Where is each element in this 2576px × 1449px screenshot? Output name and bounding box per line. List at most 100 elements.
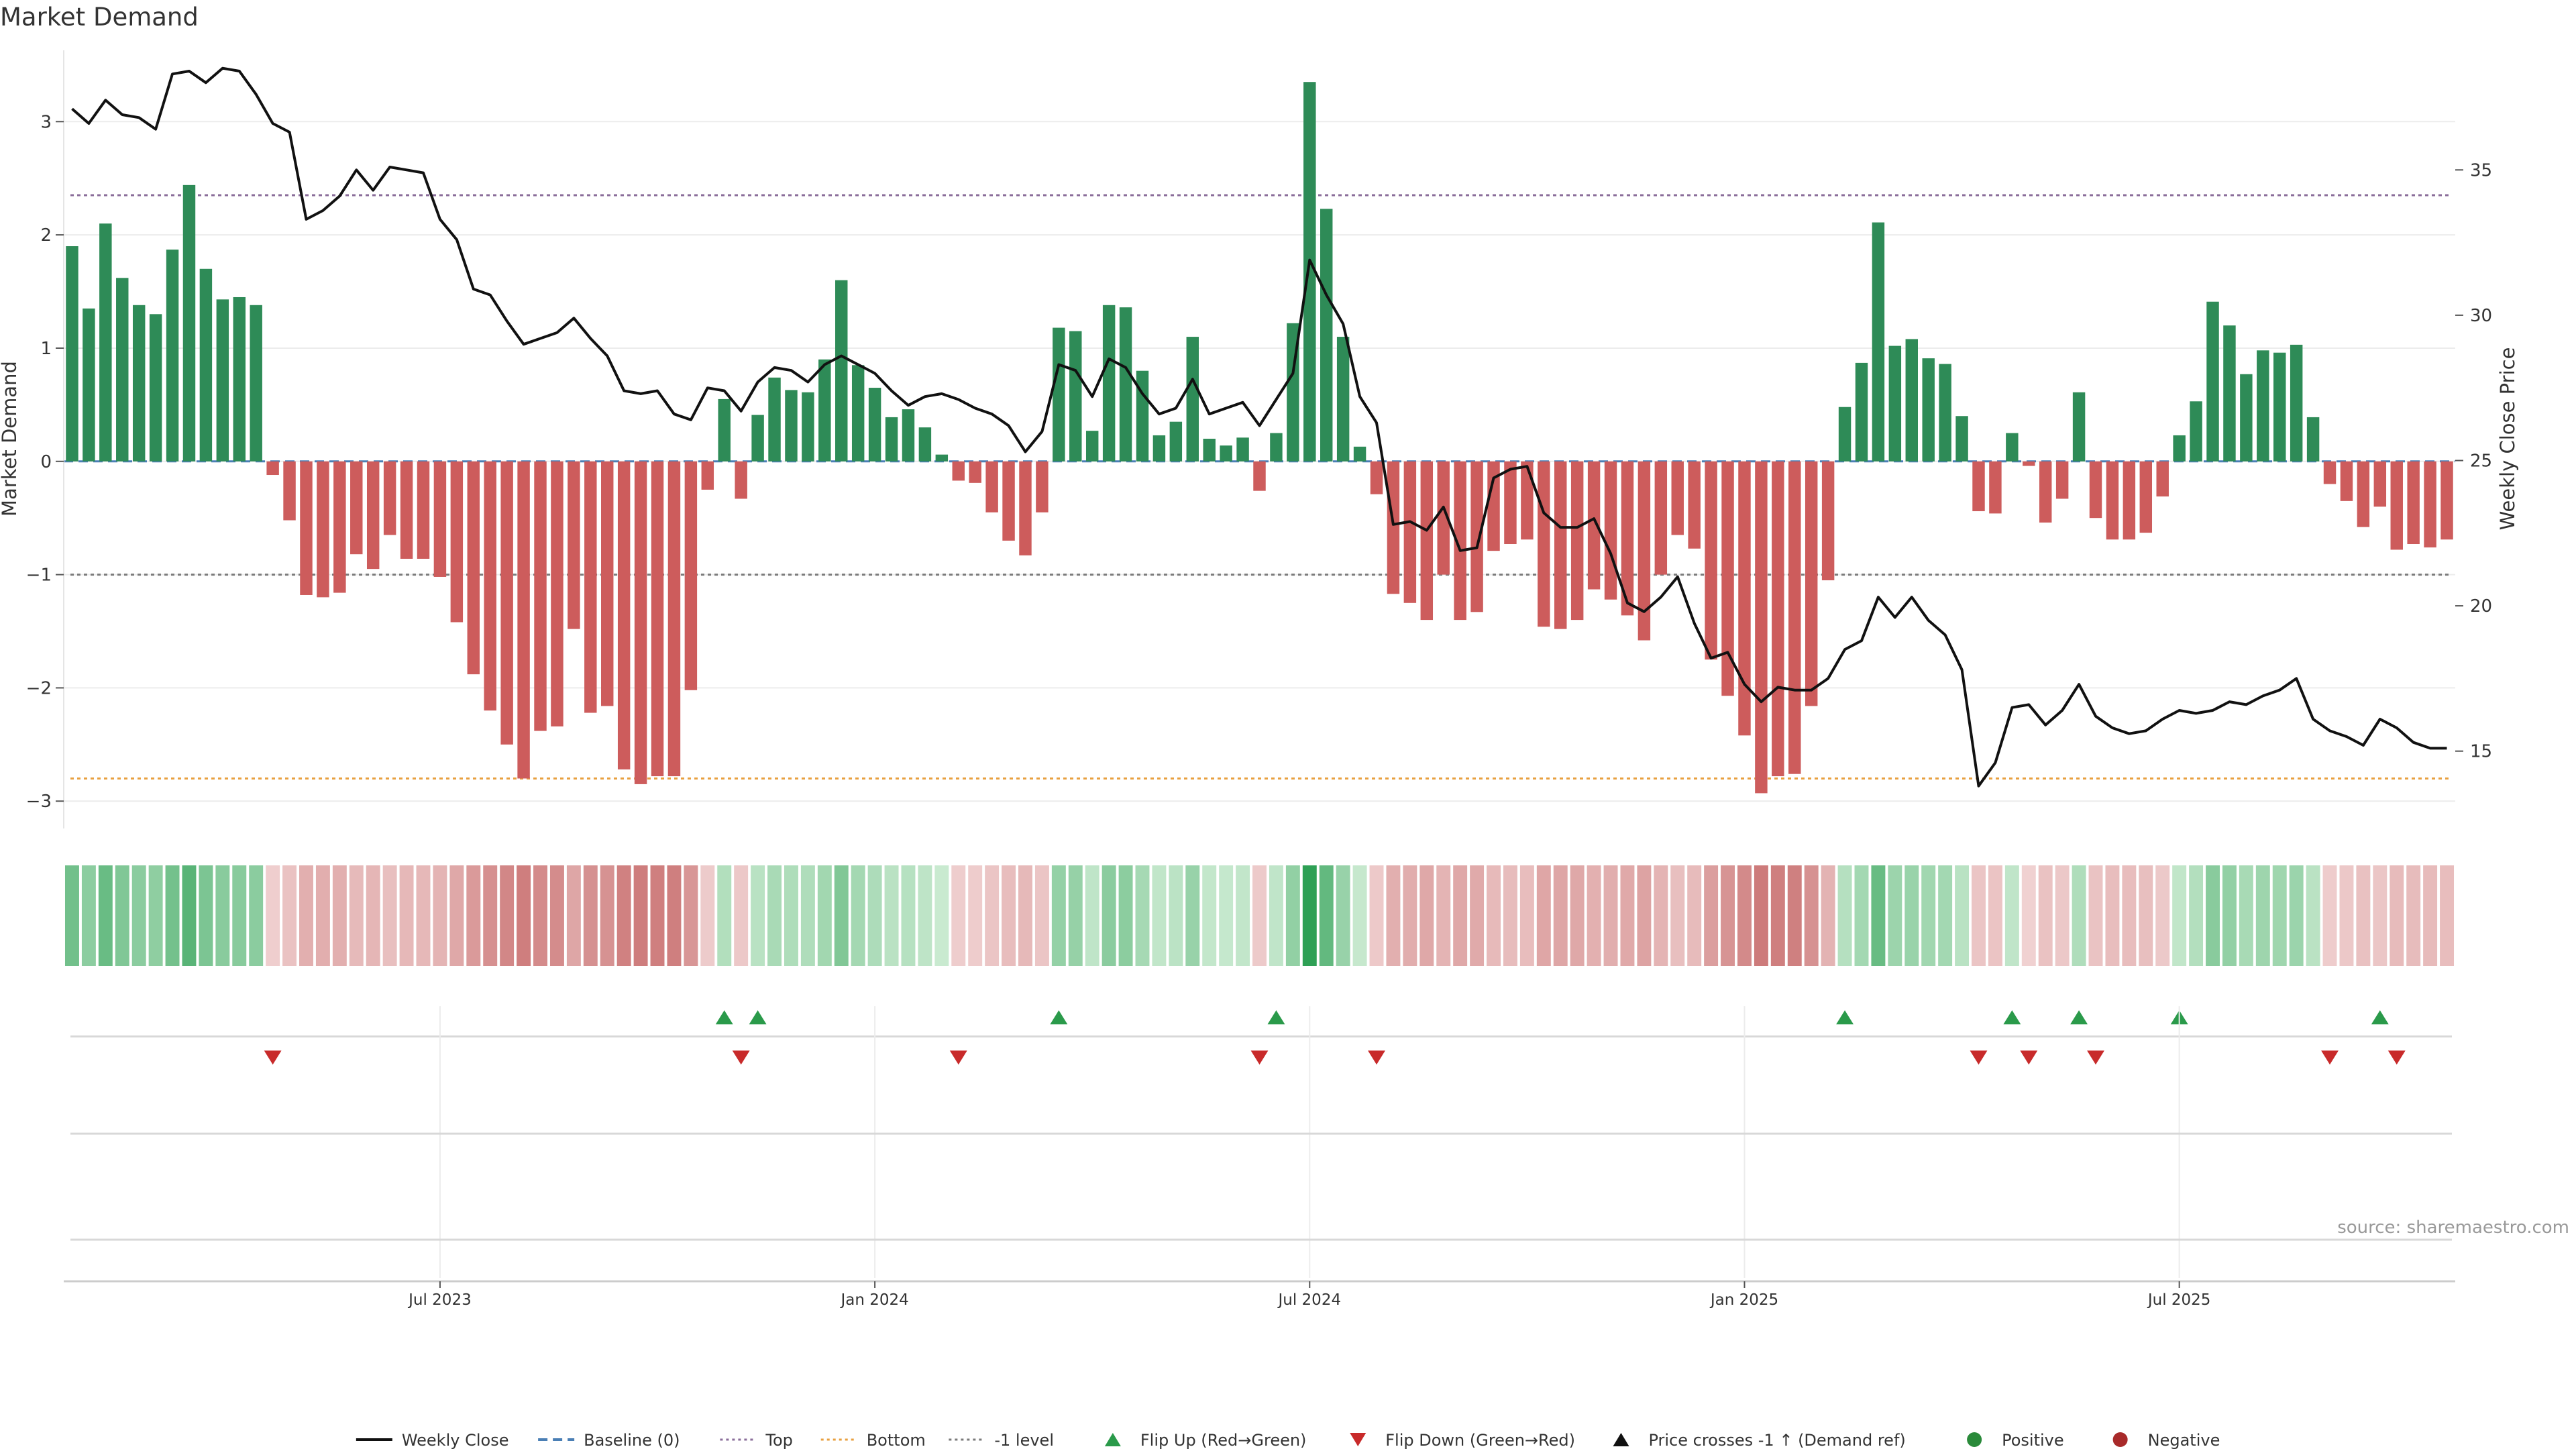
- heat-cell: [1503, 865, 1517, 966]
- heat-cell: [1553, 865, 1568, 966]
- heat-cell: [249, 865, 264, 966]
- demand-bar: [2023, 461, 2035, 466]
- demand-bar: [1420, 461, 1434, 621]
- y-axis-label: Market Demand: [0, 361, 21, 517]
- demand-bar: [2039, 461, 2052, 523]
- flip-up-marker: [1267, 1010, 1285, 1024]
- heat-cell: [817, 865, 832, 966]
- heat-cell: [165, 865, 180, 966]
- legend-item: Top: [720, 1431, 793, 1449]
- demand-bar: [166, 250, 179, 462]
- legend-label: Flip Down (Green→Red): [1385, 1431, 1575, 1449]
- demand-bar: [1403, 461, 1417, 603]
- heat-cell: [266, 865, 280, 966]
- heat-cell: [382, 865, 397, 966]
- demand-bar: [1036, 461, 1049, 513]
- heat-cell: [2189, 865, 2204, 966]
- demand-bar: [484, 461, 496, 711]
- legend-item: Price crosses -1 ↑ (Demand ref): [1613, 1431, 1906, 1449]
- heat-cell: [2172, 865, 2187, 966]
- flip-down-marker: [2087, 1051, 2105, 1065]
- demand-bar: [2273, 352, 2286, 462]
- heat-cell: [1754, 865, 1768, 966]
- weekly-close-line: [71, 66, 2447, 788]
- demand-bar: [1772, 461, 1784, 777]
- demand-bar: [1437, 461, 1450, 575]
- demand-bar: [1119, 307, 1132, 462]
- demand-bar: [651, 461, 664, 777]
- demand-bar: [300, 461, 313, 595]
- heat-cell: [366, 865, 380, 966]
- heat-cell: [315, 865, 330, 966]
- flip-up-marker: [749, 1010, 767, 1024]
- demand-bar: [568, 461, 580, 629]
- heat-cell: [1570, 865, 1585, 966]
- demand-bar: [1755, 461, 1768, 794]
- heat-cell: [1721, 865, 1735, 966]
- demand-bar: [2340, 461, 2353, 501]
- heat-cell: [2139, 865, 2153, 966]
- demand-bar: [1570, 461, 1584, 621]
- heat-cell: [1269, 865, 1283, 966]
- demand-bar: [1169, 421, 1183, 462]
- heat-cell: [2038, 865, 2053, 966]
- demand-bar: [2223, 325, 2236, 462]
- right-tick-label: 35: [2470, 160, 2492, 180]
- demand-bar: [199, 268, 213, 462]
- demand-bar: [2106, 461, 2119, 540]
- heat-cell: [1687, 865, 1702, 966]
- demand-bar: [83, 308, 95, 462]
- heat-cell: [64, 865, 79, 966]
- heat-cell: [1536, 865, 1551, 966]
- demand-bar: [2206, 301, 2219, 462]
- right-tick-label: 20: [2470, 596, 2492, 616]
- demand-bar: [885, 417, 898, 462]
- demand-bar: [1905, 339, 1918, 462]
- heat-cell: [1169, 865, 1183, 966]
- heat-cell: [215, 865, 230, 966]
- flip-down-marker: [2387, 1051, 2406, 1065]
- demand-bar: [1805, 461, 1818, 706]
- heat-cell: [951, 865, 966, 966]
- demand-bar: [1939, 364, 1951, 462]
- heat-cell: [2322, 865, 2337, 966]
- auxiliary-panels: [70, 1006, 2452, 1278]
- demand-bar: [952, 461, 965, 481]
- demand-bar: [1504, 461, 1517, 545]
- heat-cell: [2021, 865, 2036, 966]
- heat-cell: [1252, 865, 1267, 966]
- legend-label: -1 level: [994, 1431, 1054, 1449]
- heat-cell: [2055, 865, 2070, 966]
- heat-cell: [600, 865, 614, 966]
- heat-cell: [1034, 865, 1049, 966]
- heat-cell: [483, 865, 498, 966]
- demand-bar: [1638, 461, 1651, 641]
- heat-cell: [800, 865, 815, 966]
- demand-bar: [1838, 407, 1851, 462]
- heat-cell: [684, 865, 698, 966]
- demand-bar: [2006, 433, 2019, 462]
- heat-cell: [98, 865, 113, 966]
- heat-cell: [1002, 865, 1016, 966]
- demand-bar: [1872, 222, 1885, 462]
- legend-label: Positive: [2002, 1431, 2064, 1449]
- heat-cell: [1737, 865, 1752, 966]
- demand-bar: [233, 297, 246, 462]
- flip-down-marker: [1368, 1051, 1386, 1065]
- heat-cell: [2239, 865, 2253, 966]
- demand-bar: [751, 415, 764, 462]
- heat-cell: [2004, 865, 2019, 966]
- legend-label: Weekly Close: [402, 1431, 509, 1449]
- right-tick-label: 25: [2470, 451, 2492, 471]
- heat-cell: [282, 865, 297, 966]
- heat-cell: [1135, 865, 1150, 966]
- heat-cell: [2406, 865, 2421, 966]
- demand-bar: [1705, 461, 1717, 660]
- heat-cell: [2105, 865, 2120, 966]
- heat-cell: [1386, 865, 1401, 966]
- legend-item: Flip Up (Red→Green): [1104, 1431, 1306, 1449]
- heat-cell: [633, 865, 648, 966]
- heat-cell: [2272, 865, 2287, 966]
- demand-bar: [2173, 435, 2186, 462]
